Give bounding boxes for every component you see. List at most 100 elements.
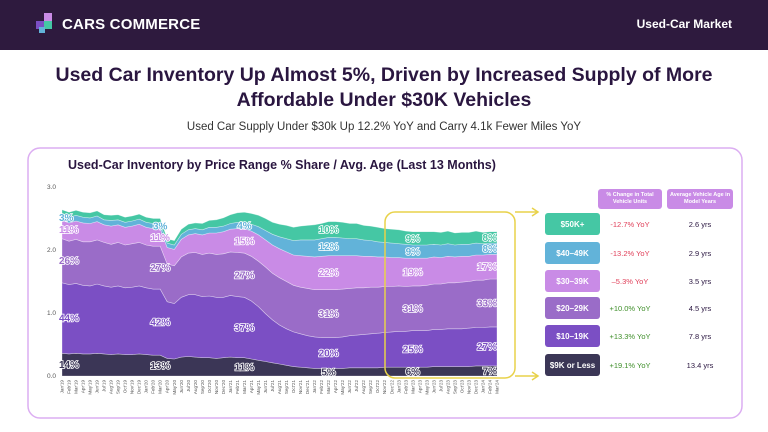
share-label: 11% [150, 233, 170, 244]
age-value: 2.9 yrs [689, 249, 712, 258]
legend-label: $10–19K [556, 332, 589, 341]
x-tick-label: Aug'23 [445, 380, 450, 395]
age-value: 4.5 yrs [689, 304, 712, 313]
y-tick-label: 2.0 [47, 247, 56, 254]
share-label: 25% [403, 344, 423, 355]
legend-label: $9K or Less [550, 361, 596, 370]
chart-title: Used-Car Inventory by Price Range % Shar… [68, 158, 496, 172]
share-label: 13% [150, 361, 170, 372]
x-tick-label: Feb'24 [487, 380, 492, 394]
x-tick-label: Oct'22 [375, 380, 380, 394]
share-label: 10% [319, 225, 339, 236]
share-label: 4% [237, 221, 252, 232]
share-label: 27% [234, 271, 254, 282]
legend-label: $30–39K [556, 277, 589, 286]
table-header: Average Vehicle Age in Model Years [669, 192, 731, 205]
legend-label: $40–49K [556, 249, 589, 258]
change-value: -12.7% YoY [610, 220, 649, 229]
x-tick-label: Mar'20 [158, 380, 163, 394]
share-label: 37% [234, 323, 254, 334]
x-tick-label: May'23 [424, 380, 429, 395]
x-tick-label: Mar'22 [326, 380, 331, 394]
x-tick-label: Nov'21 [298, 380, 303, 395]
change-value: –5.3% YoY [612, 277, 649, 286]
x-tick-label: Sep'22 [368, 380, 373, 395]
header-box [667, 189, 733, 209]
header-bar: CARS COMMERCE Used-Car Market [0, 0, 768, 50]
x-tick-label: Aug'20 [193, 380, 198, 395]
share-label: 8% [483, 233, 498, 244]
share-label: 9% [406, 247, 421, 258]
x-tick-label: Feb'22 [319, 380, 324, 394]
share-label: 12% [319, 242, 339, 253]
logo-mark [36, 13, 52, 33]
x-tick-label: Sep'21 [284, 380, 289, 395]
x-tick-label: Apr'22 [333, 380, 338, 394]
price-tag [545, 270, 600, 292]
x-tick-label: Dec'22 [389, 380, 394, 395]
x-tick-label: May'20 [172, 380, 177, 395]
y-tick-label: 0.0 [47, 373, 56, 380]
x-tick-label: Jan'23 [396, 380, 401, 394]
header-cell: % Change in Total Vehicle Units [606, 192, 654, 205]
share-label: 11% [235, 362, 255, 373]
x-tick-label: Oct'20 [207, 380, 212, 394]
share-label: 9% [406, 234, 421, 245]
y-tick-label: 1.0 [47, 310, 56, 317]
share-label: 14% [59, 360, 79, 371]
share-label: 3% [59, 213, 74, 224]
x-tick-label: May'19 [88, 380, 93, 395]
x-tick-label: Jan'24 [480, 380, 485, 394]
x-tick-label: Jun'20 [179, 380, 184, 394]
page-subtitle: Used Car Supply Under $30k Up 12.2% YoY … [186, 121, 582, 133]
price-tag [545, 297, 600, 319]
x-tick-label: Sep'19 [116, 380, 121, 395]
x-tick-label: Jun'19 [95, 380, 100, 394]
share-label: 33% [477, 298, 497, 309]
x-tick-label: Sep'23 [452, 380, 457, 395]
x-tick-label: Dec'19 [137, 380, 142, 395]
x-tick-label: Sep'20 [200, 380, 205, 395]
x-tick-label: Jan'20 [144, 380, 149, 394]
x-tick-label: Apr'21 [249, 380, 254, 394]
x-tick-label: Dec'20 [221, 380, 226, 395]
x-tick-label: Feb'23 [403, 380, 408, 394]
y-tick-label: 3.0 [47, 184, 56, 191]
price-tag [545, 213, 600, 235]
x-tick-label: Feb'20 [151, 380, 156, 394]
x-tick-label: Mar'23 [410, 380, 415, 394]
price-tag [545, 354, 600, 376]
table-header: % Change in Total Vehicle Units [606, 192, 654, 205]
x-tick-label: Jun'22 [347, 380, 352, 394]
age-value: 7.8 yrs [689, 332, 712, 341]
x-tick-label: Nov'23 [466, 380, 471, 395]
x-tick-label: Apr'20 [165, 380, 170, 394]
header-cell: Average Vehicle Age in Model Years [669, 192, 731, 205]
share-label: 11% [59, 225, 79, 236]
x-tick-label: Apr'19 [81, 380, 86, 394]
x-tick-label: Apr'23 [417, 380, 422, 394]
share-label: 26% [59, 256, 79, 267]
share-label: 8% [483, 244, 498, 255]
x-tick-label: Jun'23 [431, 380, 436, 394]
x-tick-label: Jul'21 [270, 380, 275, 392]
share-label: 3% [153, 222, 168, 233]
area [61, 209, 498, 246]
highlight-arrows [515, 207, 540, 381]
x-tick-label: Jan'21 [228, 380, 233, 394]
x-tick-label: Aug'22 [361, 380, 366, 395]
x-tick-label: Jul'23 [438, 380, 443, 392]
share-label: 20% [319, 349, 339, 360]
share-label: 27% [150, 263, 170, 274]
x-tick-label: Aug'19 [109, 380, 114, 395]
x-tick-label: Nov'20 [214, 380, 219, 395]
change-value: +13.3% YoY [609, 332, 650, 341]
x-tick-label: Dec'21 [305, 380, 310, 395]
x-tick-label: Nov'22 [382, 380, 387, 395]
price-tag [545, 242, 600, 264]
x-tick-label: Jul'22 [354, 380, 359, 392]
age-value: 3.5 yrs [689, 277, 712, 286]
x-tick-label: Mar'21 [242, 380, 247, 394]
age-value: 2.6 yrs [689, 220, 712, 229]
